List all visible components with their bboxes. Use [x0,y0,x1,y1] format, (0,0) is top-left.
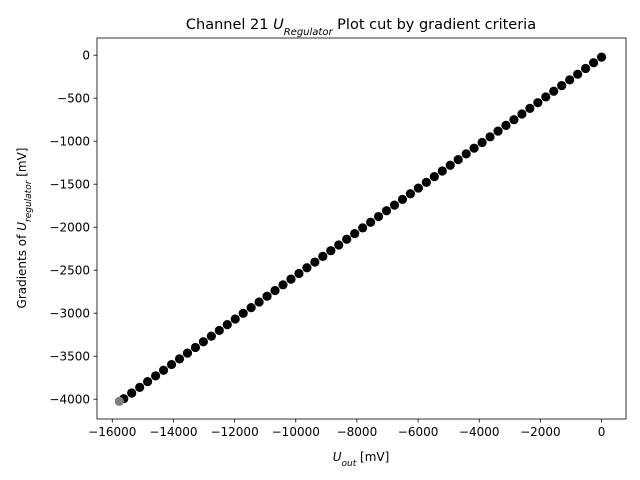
data-point [453,155,463,165]
data-point [166,359,177,370]
y-tick-label: −2000 [49,221,90,235]
data-point [413,183,423,193]
data-point [310,257,320,267]
y-axis-label-var-sub: regulator [24,179,34,222]
data-point [565,75,575,85]
x-axis-label-suffix: [mV] [356,450,389,464]
data-point [135,382,145,392]
data-point [294,268,304,279]
data-point [581,63,591,74]
x-axis-label-var: U [333,450,342,464]
x-axis-label: Uout [mV] [333,450,390,469]
cut-data-point [114,396,124,406]
x-tick-label: −8000 [337,425,378,439]
y-tick-label: −3000 [49,307,90,321]
data-point [588,58,599,68]
y-axis-label: Gradients of Uregulator [mV] [15,148,34,309]
chart-title: Channel 21 URegulator Plot cut by gradie… [186,17,536,38]
data-point [174,354,185,364]
data-point [358,223,368,233]
data-point [222,320,232,330]
x-tick-label: −2000 [520,425,561,439]
y-axis-label-prefix: Gradients of [15,231,29,309]
x-axis-label-var-sub: out [341,459,356,469]
data-point [206,331,216,341]
y-tick-label: −2500 [49,264,90,278]
data-point [509,115,519,125]
y-tick-label: 0 [82,49,90,63]
data-point [302,263,312,273]
y-tick-label: −1000 [49,135,90,149]
data-point [334,240,344,250]
y-axis-label-var: U [15,222,29,231]
x-tick-label: −14000 [149,425,197,439]
y-tick-label: −3500 [49,350,90,364]
x-tick-label: 0 [598,425,606,439]
data-point [573,69,583,79]
data-point [366,217,376,227]
x-tick-label: −4000 [459,425,500,439]
data-point [541,92,551,102]
axes: −16000 −14000 −12000 −10000 −8000 −6000 −4000−… [49,37,627,439]
data-point [278,280,288,290]
data-point [143,376,153,387]
data-point [445,160,455,170]
data-point [151,371,161,381]
data-point [381,206,392,216]
data-point [421,177,431,187]
data-point [437,166,447,176]
data-point [254,297,264,307]
chart-title-var: U [273,17,284,33]
data-point [596,52,607,62]
data-point [318,251,328,261]
data-point [350,228,360,239]
data-point [485,132,495,142]
data-point [557,80,567,91]
data-point [158,365,169,375]
y-tick-label: −500 [57,92,90,106]
x-tick-label: −10000 [272,425,320,439]
chart-title-suffix: Plot cut by gradient criteria [333,17,537,33]
x-tick-label: −16000 [88,425,136,439]
x-tick-label: −12000 [210,425,258,439]
data-point [326,246,336,256]
data-point [246,303,256,313]
data-point [342,234,352,244]
chart-title-var-sub: Regulator [284,27,334,38]
data-point [397,194,408,205]
data-point [238,308,248,318]
data-point [533,98,543,108]
data-point [389,200,400,210]
data-point [198,337,208,347]
data-point [461,149,471,159]
data-point [182,348,193,358]
y-axis-label-suffix: [mV] [15,148,29,181]
data-point [214,325,224,336]
data-point [373,211,384,222]
data-point [262,291,272,301]
data-point [127,388,137,398]
data-point [477,137,487,148]
data-points [114,52,607,406]
data-point [405,189,416,199]
data-point [501,120,511,130]
data-point [517,109,527,119]
plot-frame [96,37,627,420]
data-point [190,342,201,353]
data-point [429,172,439,182]
data-point [549,86,559,96]
data-point [493,126,503,136]
y-tick-label: −1500 [49,178,90,192]
data-point [286,274,296,284]
y-tick-label: −4000 [49,393,90,407]
data-point [270,285,280,296]
data-point [230,314,240,324]
x-tick-label: −6000 [398,425,439,439]
data-point [525,103,535,113]
data-point [469,143,479,153]
chart-title-prefix: Channel 21 [186,17,273,33]
